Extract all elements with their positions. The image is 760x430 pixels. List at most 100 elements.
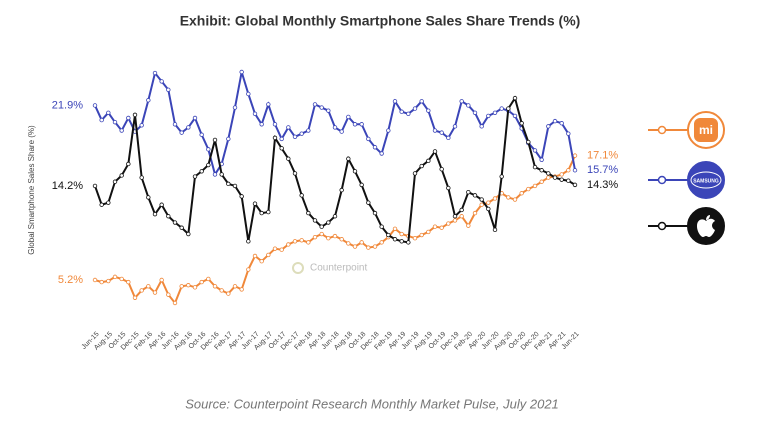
data-point: [132, 295, 138, 300]
data-point: [352, 169, 358, 174]
data-point: [532, 183, 538, 189]
data-point: [186, 283, 191, 288]
data-point: [279, 136, 284, 142]
legend-icon-inner: [690, 171, 722, 189]
data-point: [446, 135, 451, 141]
data-point: [499, 106, 504, 111]
data-point: [412, 171, 418, 176]
legend-icon: [687, 161, 725, 199]
data-point: [459, 214, 464, 219]
data-point: [546, 124, 551, 129]
value-label: 15.7%: [587, 164, 618, 176]
data-point: [526, 139, 531, 145]
legend-icon-inner: [694, 118, 718, 142]
data-point: [332, 125, 338, 130]
data-point: [379, 151, 384, 156]
data-point: [572, 168, 578, 173]
data-point: [106, 110, 111, 115]
data-point: [359, 182, 364, 188]
value-label: 21.9%: [52, 99, 83, 111]
data-point: [399, 239, 404, 244]
data-point: [346, 114, 351, 120]
data-point: [419, 163, 424, 169]
data-point: [566, 131, 571, 136]
data-point: [539, 179, 544, 184]
data-point: [186, 125, 191, 130]
data-point: [266, 252, 271, 258]
data-point: [492, 227, 498, 233]
data-point: [106, 200, 111, 205]
data-point: [199, 279, 204, 285]
data-point: [206, 162, 211, 168]
data-point: [312, 218, 318, 223]
data-point: [492, 110, 498, 115]
data-point: [439, 130, 444, 135]
watermark: Counterpoint: [310, 263, 367, 274]
data-point: [279, 247, 284, 252]
data-point: [332, 233, 338, 239]
data-point: [312, 234, 318, 240]
data-point: [506, 195, 511, 200]
data-point: [319, 231, 324, 237]
data-point: [306, 240, 311, 245]
data-point: [306, 128, 311, 133]
data-point: [192, 285, 198, 290]
data-point: [319, 105, 324, 110]
data-point: [226, 291, 231, 296]
data-point: [346, 241, 351, 246]
data-point: [352, 244, 358, 249]
data-point: [219, 172, 224, 177]
data-point: [252, 111, 258, 117]
data-point: [279, 146, 284, 151]
data-point: [179, 225, 184, 230]
data-point: [199, 132, 204, 137]
data-point: [466, 190, 471, 195]
data-point: [252, 201, 258, 206]
data-point: [152, 70, 158, 76]
data-point: [432, 128, 438, 133]
watermark-icon: [292, 262, 304, 274]
data-point: [172, 220, 178, 225]
data-point: [432, 149, 438, 154]
data-point: [292, 171, 298, 176]
data-point: [326, 235, 331, 241]
data-point: [112, 179, 118, 184]
data-point: [532, 164, 538, 170]
data-point: [266, 102, 271, 107]
data-point: [319, 224, 324, 229]
data-point: [419, 232, 424, 238]
data-point: [152, 290, 158, 295]
data-point: [292, 239, 298, 244]
data-point: [172, 122, 178, 127]
data-point: [512, 95, 518, 101]
data-point: [92, 103, 98, 108]
data-point: [379, 224, 384, 229]
data-point: [372, 210, 378, 216]
data-point: [486, 206, 491, 212]
data-point: [426, 229, 431, 235]
data-point: [239, 69, 244, 75]
data-point: [246, 267, 251, 272]
data-point: [139, 175, 144, 180]
data-point: [426, 158, 431, 164]
data-point: [299, 131, 304, 136]
data-point: [246, 239, 251, 244]
data-point: [292, 134, 298, 140]
data-point: [232, 183, 238, 189]
data-point: [112, 274, 118, 280]
data-point: [332, 214, 338, 219]
data-point: [339, 129, 344, 134]
data-point: [572, 153, 578, 158]
data-point: [486, 200, 491, 205]
data-point: [546, 171, 551, 176]
legend-marker: [657, 125, 667, 135]
data-point: [92, 277, 98, 283]
data-point: [479, 202, 484, 207]
data-point: [459, 207, 464, 213]
data-point: [379, 240, 384, 245]
legend: mi SAMSUNG: [648, 111, 725, 245]
data-point: [432, 224, 438, 229]
data-point: [392, 99, 398, 104]
data-point: [419, 99, 424, 104]
value-label: 14.3%: [587, 179, 618, 191]
